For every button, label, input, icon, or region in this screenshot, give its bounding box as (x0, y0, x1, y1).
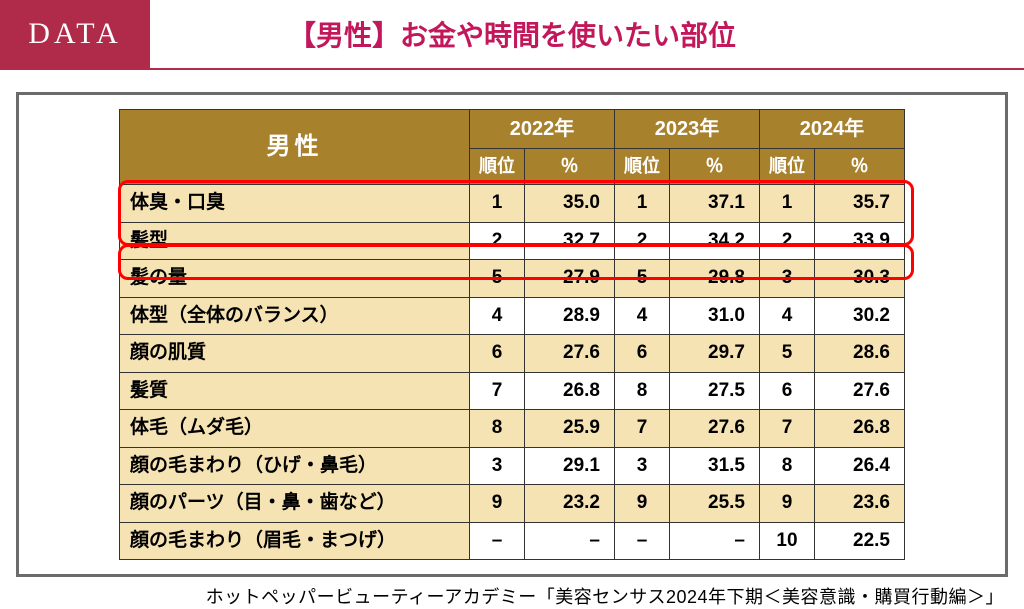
table-row: 体毛（ムダ毛）825.9727.6726.8 (120, 410, 905, 448)
pct-cell: 30.2 (815, 297, 905, 335)
pct-cell: 25.9 (525, 410, 615, 448)
pct-cell: 27.5 (670, 372, 760, 410)
year-header-1: 2023年 (615, 110, 760, 149)
row-label: 顔のパーツ（目・鼻・歯など） (120, 485, 470, 523)
table-row: 顔の肌質627.6629.7528.6 (120, 335, 905, 373)
pct-cell: 26.8 (525, 372, 615, 410)
row-label: 髪質 (120, 372, 470, 410)
page-title: 【男性】お金や時間を使いたい部位 (150, 0, 1024, 68)
pct-cell: 31.5 (670, 447, 760, 485)
pct-cell: 27.9 (525, 260, 615, 298)
pct-cell: 34.2 (670, 222, 760, 260)
sub-header-rank: 順位 (615, 149, 670, 185)
pct-cell: 35.7 (815, 185, 905, 223)
rank-cell: 6 (470, 335, 525, 373)
ranking-table: 男性 2022年 2023年 2024年 順位 ％ 順位 ％ 順位 ％ 体臭・口… (119, 109, 905, 560)
table-row: 髪の量527.9529.8330.3 (120, 260, 905, 298)
pct-cell: 22.5 (815, 522, 905, 560)
rank-cell: – (615, 522, 670, 560)
rank-cell: 2 (760, 222, 815, 260)
rank-cell: 4 (470, 297, 525, 335)
sub-header-pct: ％ (525, 149, 615, 185)
rank-cell: 9 (615, 485, 670, 523)
pct-cell: 29.7 (670, 335, 760, 373)
pct-cell: 23.2 (525, 485, 615, 523)
rank-cell: 8 (615, 372, 670, 410)
pct-cell: 35.0 (525, 185, 615, 223)
sub-header-rank: 順位 (760, 149, 815, 185)
sub-header-pct: ％ (815, 149, 905, 185)
row-label: 顔の毛まわり（ひげ・鼻毛） (120, 447, 470, 485)
pct-cell: 29.1 (525, 447, 615, 485)
rank-cell: 9 (760, 485, 815, 523)
rank-cell: 10 (760, 522, 815, 560)
rank-cell: 3 (760, 260, 815, 298)
rank-cell: 3 (470, 447, 525, 485)
table-row: 体臭・口臭135.0137.1135.7 (120, 185, 905, 223)
pct-cell: 31.0 (670, 297, 760, 335)
rank-cell: 5 (615, 260, 670, 298)
rank-cell: 6 (615, 335, 670, 373)
pct-cell: 32.7 (525, 222, 615, 260)
rank-cell: 1 (615, 185, 670, 223)
table-row: 顔の毛まわり（ひげ・鼻毛）329.1331.5826.4 (120, 447, 905, 485)
table-frame: 男性 2022年 2023年 2024年 順位 ％ 順位 ％ 順位 ％ 体臭・口… (16, 92, 1008, 577)
row-label: 髪の量 (120, 260, 470, 298)
row-label: 体型（全体のバランス） (120, 297, 470, 335)
pct-cell: 27.6 (525, 335, 615, 373)
table-row: 顔の毛まわり（眉毛・まつげ）––––1022.5 (120, 522, 905, 560)
rank-cell: 7 (615, 410, 670, 448)
pct-cell: 29.8 (670, 260, 760, 298)
source-citation: ホットペッパービューティーアカデミー「美容センサス2024年下期＜美容意識・購買… (0, 577, 1024, 609)
table-row: 体型（全体のバランス）428.9431.0430.2 (120, 297, 905, 335)
pct-cell: 26.8 (815, 410, 905, 448)
row-label: 体毛（ムダ毛） (120, 410, 470, 448)
rank-cell: 7 (470, 372, 525, 410)
sub-header-pct: ％ (670, 149, 760, 185)
rank-cell: 2 (470, 222, 525, 260)
rank-cell: 2 (615, 222, 670, 260)
rank-cell: 8 (470, 410, 525, 448)
row-label: 体臭・口臭 (120, 185, 470, 223)
pct-cell: – (525, 522, 615, 560)
rank-cell: 9 (470, 485, 525, 523)
rank-cell: 5 (470, 260, 525, 298)
rank-cell: 5 (760, 335, 815, 373)
table-row: 髪質726.8827.5627.6 (120, 372, 905, 410)
rank-cell: 4 (615, 297, 670, 335)
rank-cell: 7 (760, 410, 815, 448)
rank-cell: 8 (760, 447, 815, 485)
year-header-2: 2024年 (760, 110, 905, 149)
pct-cell: 28.9 (525, 297, 615, 335)
header-bar: DATA 【男性】お金や時間を使いたい部位 (0, 0, 1024, 70)
row-label: 髪型 (120, 222, 470, 260)
rank-cell: 1 (760, 185, 815, 223)
pct-cell: 37.1 (670, 185, 760, 223)
pct-cell: 25.5 (670, 485, 760, 523)
row-label: 顔の肌質 (120, 335, 470, 373)
data-badge: DATA (0, 0, 150, 68)
pct-cell: 27.6 (815, 372, 905, 410)
rank-cell: 4 (760, 297, 815, 335)
table-row: 髪型232.7234.2233.9 (120, 222, 905, 260)
pct-cell: 30.3 (815, 260, 905, 298)
table-row: 顔のパーツ（目・鼻・歯など）923.2925.5923.6 (120, 485, 905, 523)
rank-cell: 6 (760, 372, 815, 410)
year-header-0: 2022年 (470, 110, 615, 149)
pct-cell: 33.9 (815, 222, 905, 260)
row-header-label: 男性 (120, 110, 470, 185)
pct-cell: – (670, 522, 760, 560)
pct-cell: 28.6 (815, 335, 905, 373)
rank-cell: 3 (615, 447, 670, 485)
pct-cell: 26.4 (815, 447, 905, 485)
row-label: 顔の毛まわり（眉毛・まつげ） (120, 522, 470, 560)
rank-cell: – (470, 522, 525, 560)
sub-header-rank: 順位 (470, 149, 525, 185)
rank-cell: 1 (470, 185, 525, 223)
pct-cell: 23.6 (815, 485, 905, 523)
pct-cell: 27.6 (670, 410, 760, 448)
